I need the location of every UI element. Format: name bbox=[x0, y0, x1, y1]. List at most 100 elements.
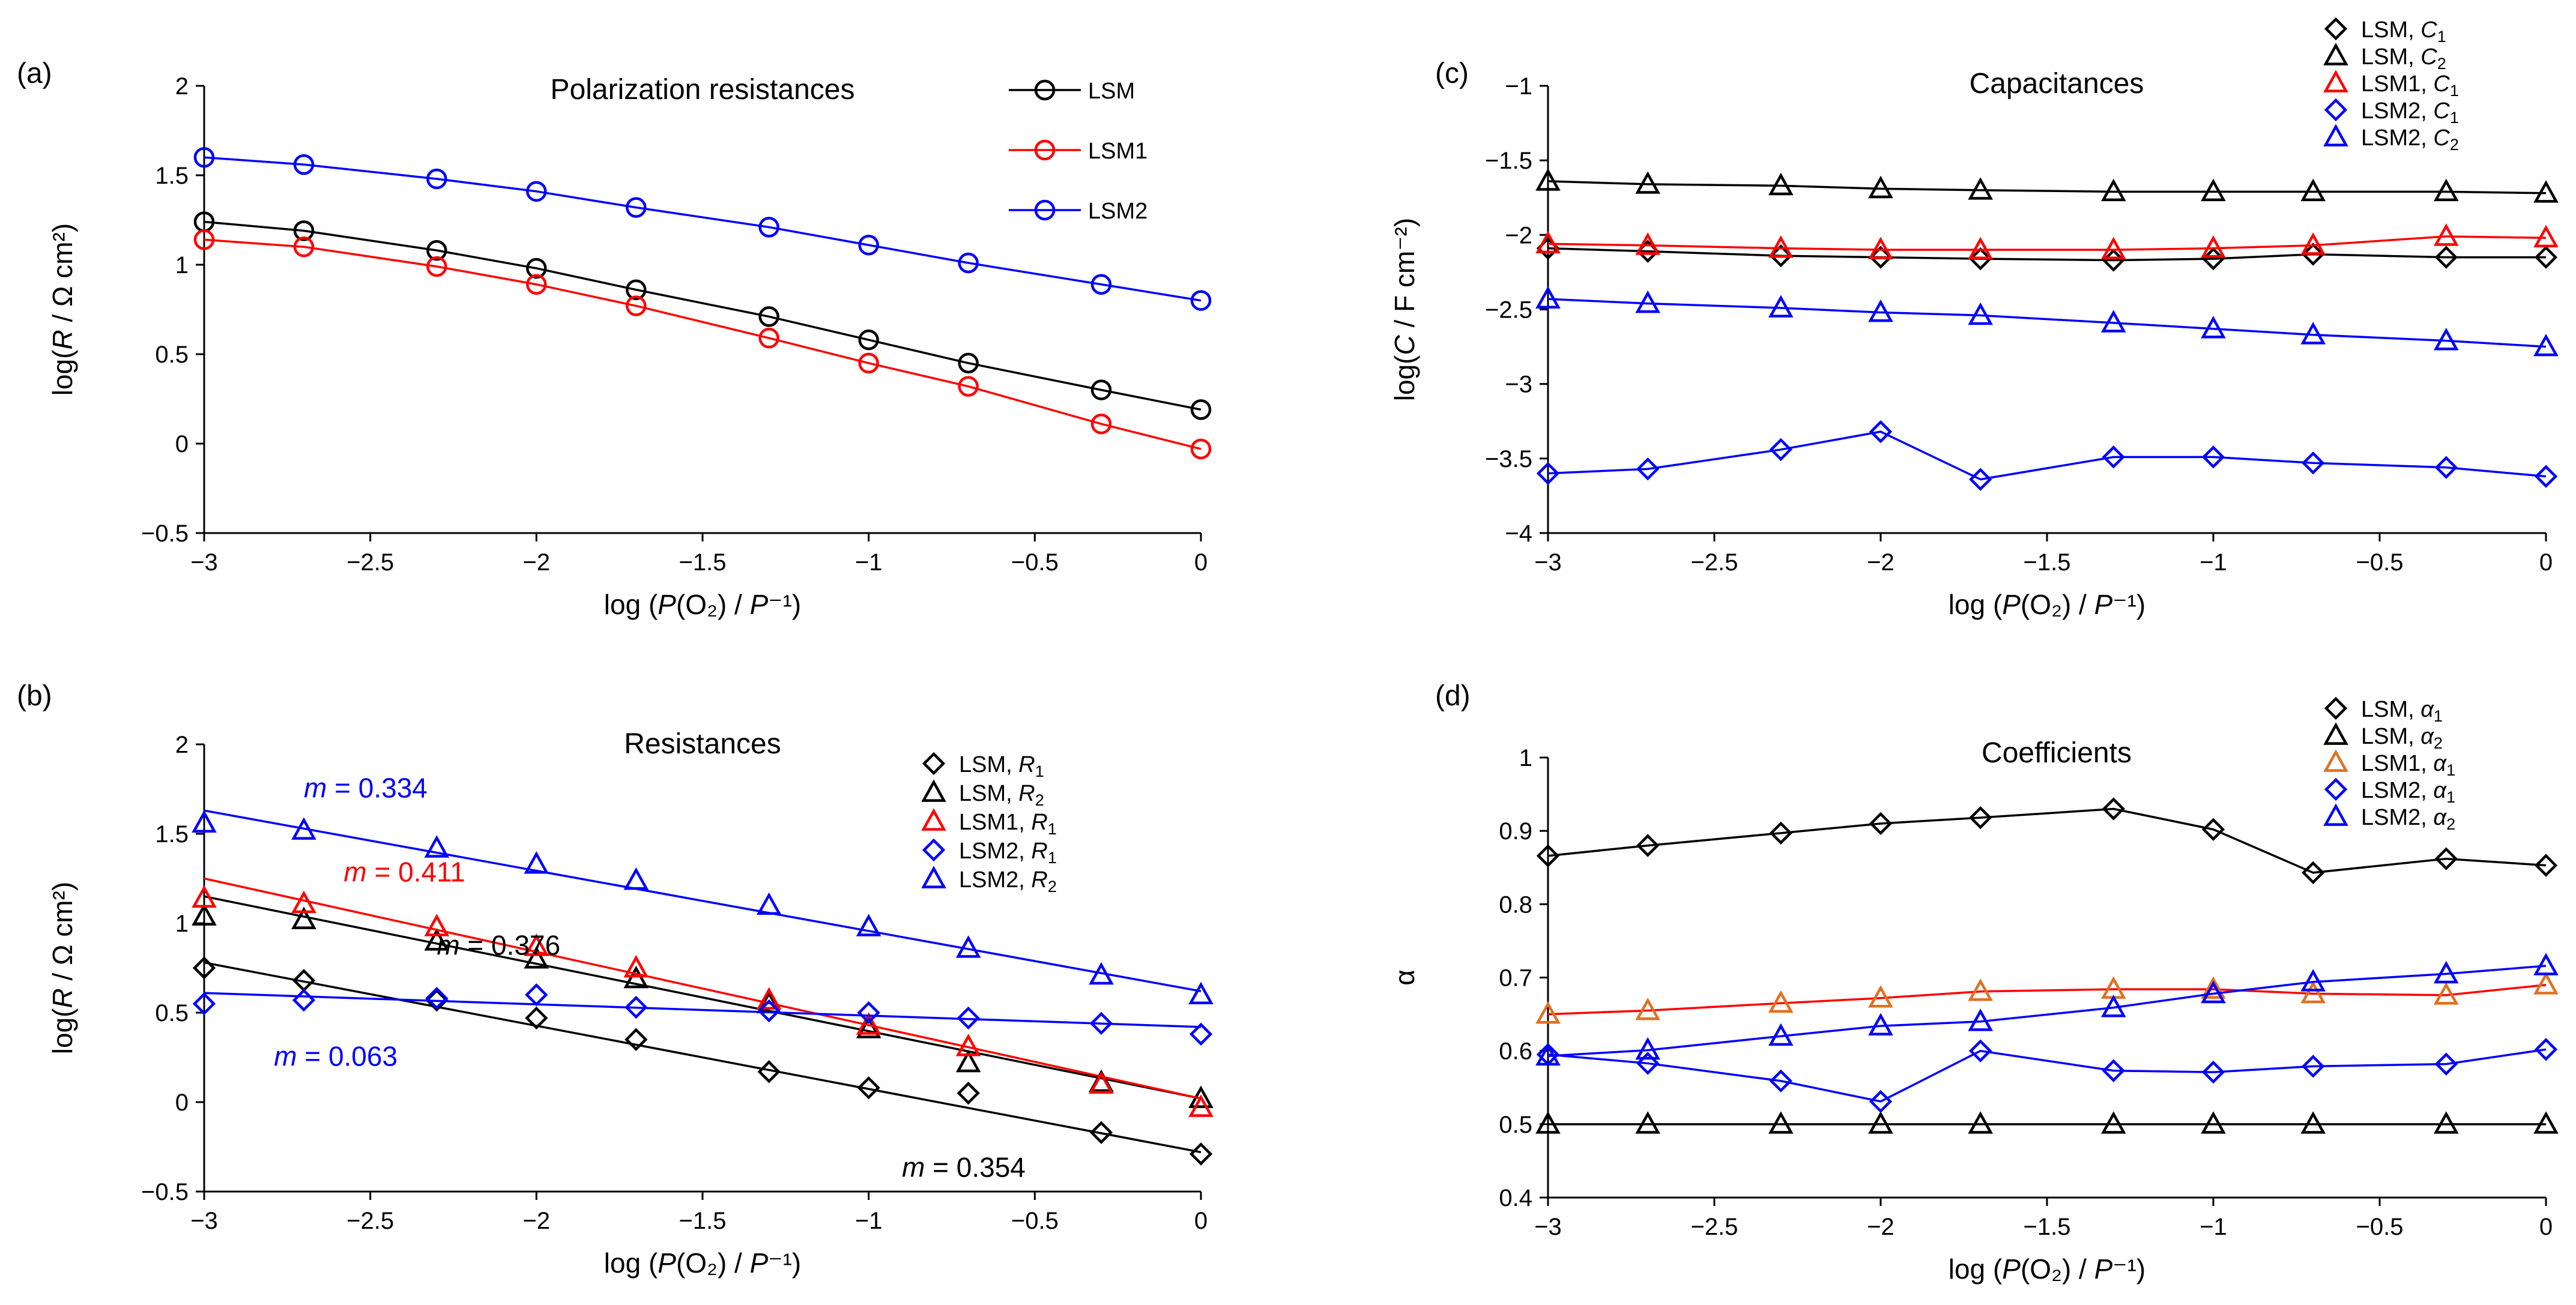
legend-marker bbox=[2324, 98, 2348, 122]
data-point bbox=[2102, 797, 2125, 821]
data-point bbox=[1969, 806, 1992, 830]
data-point bbox=[2533, 972, 2559, 995]
data-point bbox=[2433, 960, 2459, 984]
y-tick-label: 0.6 bbox=[1499, 1038, 1532, 1065]
data-point bbox=[858, 352, 879, 374]
data-point bbox=[524, 933, 549, 956]
data-point bbox=[1968, 1008, 1994, 1031]
legend-marker bbox=[2323, 803, 2348, 826]
data-point bbox=[958, 252, 979, 274]
data-point bbox=[756, 892, 782, 915]
y-tick-label: −4 bbox=[1505, 520, 1532, 547]
data-point bbox=[524, 851, 549, 874]
data-point bbox=[2300, 969, 2326, 992]
legend-marker bbox=[2323, 124, 2348, 146]
data-point bbox=[525, 1006, 548, 1030]
data-point bbox=[526, 258, 547, 279]
data-point bbox=[1089, 1121, 1113, 1144]
data-point bbox=[2434, 246, 2458, 269]
data-point bbox=[1868, 175, 1893, 199]
legend-marker bbox=[2323, 749, 2348, 772]
data-point bbox=[1535, 1043, 1561, 1066]
panel-label: (c) bbox=[1435, 58, 1469, 89]
data-point bbox=[1535, 1111, 1561, 1134]
data-point bbox=[2201, 1060, 2225, 1084]
data-point bbox=[955, 1033, 981, 1056]
data-point bbox=[1768, 295, 1794, 318]
y-tick-label: 1 bbox=[175, 911, 189, 937]
series-lsm-1 bbox=[1536, 797, 2558, 884]
x-tick-label: 0 bbox=[1194, 549, 1208, 576]
data-point bbox=[2302, 243, 2325, 266]
data-point bbox=[2100, 994, 2126, 1017]
series-lsm bbox=[193, 211, 1212, 420]
data-point bbox=[2201, 235, 2226, 258]
legend-marker bbox=[922, 752, 946, 776]
series-lsm2 bbox=[193, 146, 1212, 311]
x-tick-label: −1.5 bbox=[679, 549, 727, 576]
data-point bbox=[1769, 244, 1792, 268]
data-point bbox=[1188, 981, 1214, 1005]
y-tick-label: −2.5 bbox=[1485, 297, 1532, 324]
data-point bbox=[1768, 235, 1794, 258]
y-tick-label: 2 bbox=[175, 732, 189, 758]
data-point bbox=[2300, 980, 2326, 1004]
y-tick-label: −1 bbox=[1505, 73, 1532, 100]
legend-label: LSM2, C2 bbox=[2361, 125, 2459, 154]
data-point bbox=[624, 995, 648, 1019]
series-line bbox=[204, 220, 1202, 411]
data-point bbox=[1768, 1111, 1794, 1134]
data-point bbox=[2434, 456, 2458, 479]
data-point bbox=[1869, 812, 1893, 836]
legend-label: LSM, C2 bbox=[2361, 44, 2446, 73]
legend-label: LSM, α2 bbox=[2361, 724, 2443, 752]
series-line bbox=[1547, 983, 2547, 1016]
data-point bbox=[856, 1016, 881, 1038]
legend-marker bbox=[2323, 43, 2348, 65]
x-tick-label: 0 bbox=[2539, 549, 2553, 576]
x-tick-label: −1.5 bbox=[679, 1208, 727, 1234]
y-axis-label: log(R / Ω cm²) bbox=[47, 223, 78, 396]
legend-label: LSM1, R1 bbox=[959, 810, 1057, 838]
panel-b: −3 −2.5 −2 −1.5 −1 −0.5 0 −0.5 0 0.5 1 1.5 2 log (P(O… bbox=[17, 680, 1214, 1279]
data-point bbox=[1089, 1071, 1114, 1094]
x-tick-label: −1.5 bbox=[2024, 549, 2071, 576]
data-point bbox=[1535, 1001, 1561, 1024]
data-point bbox=[1869, 1090, 1893, 1114]
data-point bbox=[192, 885, 217, 908]
data-point bbox=[2433, 328, 2459, 351]
data-point bbox=[524, 945, 549, 969]
y-tick-label: −3.5 bbox=[1485, 446, 1532, 472]
data-point bbox=[426, 256, 447, 277]
data-point bbox=[1769, 1069, 1792, 1093]
y-tick-label: −2 bbox=[1505, 222, 1532, 249]
data-point bbox=[626, 197, 647, 218]
legend-marker bbox=[1034, 139, 1056, 161]
data-point bbox=[1635, 171, 1661, 194]
x-axis-label: log (P(O₂) / P⁻¹) bbox=[604, 1247, 801, 1279]
series-lsm1 bbox=[193, 229, 1212, 460]
data-point bbox=[526, 274, 547, 295]
y-axis-label: log(R / Ω cm²) bbox=[47, 882, 78, 1054]
y-tick-label: −0.5 bbox=[141, 520, 189, 547]
data-point bbox=[192, 992, 216, 1016]
data-point bbox=[2433, 223, 2459, 246]
legend-marker bbox=[2323, 722, 2348, 745]
series-line bbox=[1547, 1048, 2547, 1103]
data-point bbox=[2534, 465, 2558, 488]
legend-label: LSM1, C1 bbox=[2361, 71, 2459, 100]
slope-annotation: m = 0.334 bbox=[304, 773, 428, 804]
data-point bbox=[192, 810, 217, 833]
y-tick-label: 0.7 bbox=[1499, 965, 1532, 992]
panel-a: −3 −2.5 −2 −1.5 −1 −0.5 0 −0.5 0 0.5 1 1.5 2 log (P(O… bbox=[17, 58, 1212, 620]
panel-label: (b) bbox=[17, 680, 52, 712]
data-point bbox=[857, 1001, 880, 1025]
series-line bbox=[204, 156, 1202, 302]
data-point bbox=[1188, 1094, 1214, 1117]
y-tick-label: 0.5 bbox=[155, 342, 189, 368]
panel-label: (d) bbox=[1435, 680, 1471, 712]
data-point bbox=[1535, 231, 1561, 254]
series-lsm-r1 bbox=[192, 956, 1213, 1166]
